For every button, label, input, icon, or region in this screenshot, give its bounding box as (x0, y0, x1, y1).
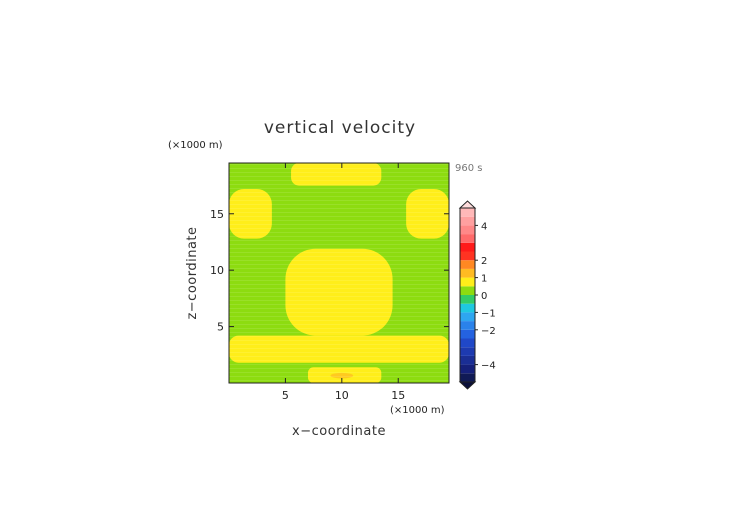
colorbar-level (460, 312, 475, 322)
colorbar-tick-label: 4 (481, 221, 487, 232)
colorbar-level (460, 329, 475, 339)
colorbar-extend-min (458, 381, 477, 390)
colorbar-level (460, 216, 475, 226)
colorbar-level (460, 364, 475, 374)
colorbar-tick-label: 0 (481, 291, 487, 302)
chart-title: vertical velocity (264, 118, 416, 138)
x-axis-label: x−coordinate (292, 424, 386, 439)
colorbar-level (460, 268, 475, 278)
colorbar-level (460, 234, 475, 243)
y-ticks: 5 10 15 (210, 208, 449, 334)
x-tick-label: 10 (335, 389, 349, 402)
plot-area (228, 162, 450, 384)
x-tick-label: 5 (282, 389, 289, 402)
colorbar-level (460, 303, 475, 313)
plot-scanlines (229, 163, 449, 383)
colorbar-level (460, 208, 475, 217)
colorbar-level (460, 242, 475, 252)
y-tick-label: 5 (217, 321, 224, 334)
colorbar-extend-max (458, 200, 477, 209)
colorbar-level (460, 373, 475, 382)
colorbar-level (460, 277, 475, 287)
colorbar-level (460, 338, 475, 348)
x-ticks: 5 10 15 (282, 163, 405, 402)
x-unit-label: (×1000 m) (390, 405, 445, 416)
colorbar-tick-label: −1 (481, 308, 496, 319)
colorbar-tick-label: −4 (481, 361, 496, 372)
plot-frame (228, 162, 450, 384)
colorbar-tick-label: 1 (481, 274, 487, 285)
time-label: 960 s (455, 163, 482, 174)
x-tick-label: 15 (391, 389, 405, 402)
colorbar-tick-label: −2 (481, 326, 496, 337)
colorbar-level (460, 286, 475, 295)
colorbar-level (460, 251, 475, 261)
colorbar-level (460, 295, 475, 304)
colorbar: 4 2 1 0 −1 −2 −4 (458, 200, 496, 390)
y-axis-label: z−coordinate (185, 226, 200, 319)
colorbar-level (460, 260, 475, 269)
colorbar-tick-label: 2 (481, 256, 487, 267)
colorbar-level (460, 355, 475, 365)
y-tick-label: 10 (210, 264, 224, 277)
y-tick-label: 15 (210, 208, 224, 221)
colorbar-level (460, 225, 475, 235)
colorbar-level (460, 321, 475, 330)
colorbar-level (460, 347, 475, 356)
y-unit-label: (×1000 m) (168, 140, 223, 151)
